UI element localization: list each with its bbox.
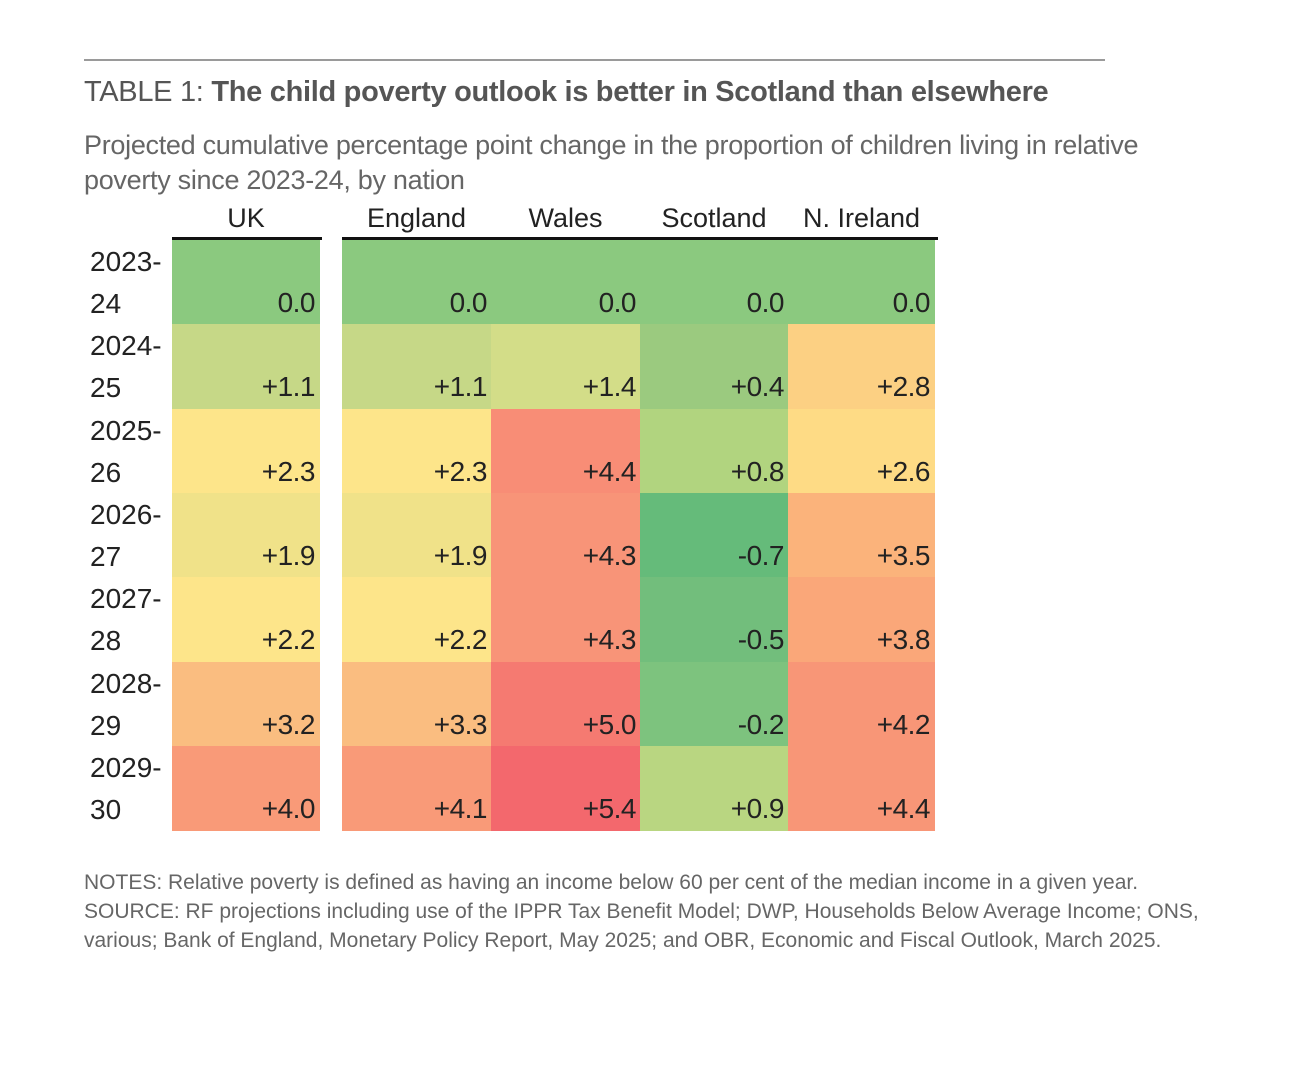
row-label-top: 2024-	[90, 330, 162, 362]
row-label-bottom: 27	[90, 540, 122, 572]
heatmap-cell: +2.2	[342, 577, 492, 663]
source-text: SOURCE: RF projections including use of …	[84, 900, 1199, 952]
row-label-bottom: 25	[90, 372, 122, 404]
heatmap-cell: +5.0	[491, 661, 641, 747]
table-subtitle: Projected cumulative percentage point ch…	[84, 130, 1139, 195]
heatmap-cell: +1.1	[342, 324, 492, 410]
heatmap-cell: 0.0	[491, 240, 641, 325]
heatmap-cell: +0.4	[640, 324, 789, 410]
heatmap-cell: +3.3	[342, 661, 492, 747]
column-header-scotland: Scotland	[661, 203, 767, 233]
heatmap-cell: +2.3	[342, 408, 492, 494]
column-header-england: England	[366, 203, 467, 233]
header-rule-uk	[172, 237, 322, 240]
heatmap-cell: +4.3	[491, 492, 641, 578]
column-header-wales: Wales	[528, 203, 603, 233]
heatmap-cell: +3.5	[788, 492, 935, 578]
heatmap-cell: +2.6	[788, 408, 935, 494]
heatmap-cell: -0.2	[640, 661, 789, 747]
heatmap-cell: -0.7	[640, 492, 789, 578]
heatmap-cell: +3.2	[172, 661, 320, 747]
heatmap-cell: +3.8	[788, 577, 935, 663]
heatmap-cell: +1.9	[172, 492, 320, 578]
heatmap-cell: 0.0	[342, 240, 492, 325]
heatmap-cell: 0.0	[640, 240, 789, 325]
row-label-top: 2026-	[90, 498, 162, 530]
heatmap-cell: +4.3	[491, 577, 641, 663]
heatmap-cell: -0.5	[640, 577, 789, 663]
heatmap-cell: +4.2	[788, 661, 935, 747]
row-label-top: 2029-	[90, 751, 162, 783]
table-title-text: The child poverty outlook is better in S…	[211, 76, 1049, 108]
heatmap-cell: +1.1	[172, 324, 320, 410]
row-label-bottom: 24	[90, 288, 122, 319]
table-label: TABLE 1:	[84, 76, 212, 108]
table-title: TABLE 1: The child poverty outlook is be…	[84, 76, 1049, 109]
heatmap-cell: +4.4	[491, 408, 641, 494]
heatmap-cell: +4.0	[172, 745, 320, 831]
row-label-top: 2028-	[90, 667, 162, 699]
heatmap-cell: 0.0	[788, 240, 935, 325]
header-rule-nations	[342, 237, 938, 240]
heatmap-cell: +5.4	[491, 745, 641, 831]
notes-section: NOTES: Relative poverty is defined as ha…	[84, 868, 1214, 955]
heatmap-cell: +4.4	[788, 745, 935, 831]
heatmap-cell: +2.8	[788, 324, 935, 410]
top-divider	[84, 59, 1105, 61]
heatmap-cell: +1.9	[342, 492, 492, 578]
column-header-uk: UK	[227, 203, 265, 233]
row-label-top: 2023-	[90, 246, 162, 277]
heatmap-cell: +2.3	[172, 408, 320, 494]
row-label-top: 2025-	[90, 414, 162, 446]
row-label-top: 2027-	[90, 583, 162, 615]
row-label-bottom: 26	[90, 456, 122, 488]
column-header-n-ireland: N. Ireland	[802, 203, 921, 233]
row-label-bottom: 28	[90, 625, 122, 657]
heatmap-cell: +0.9	[640, 745, 789, 831]
notes-text: NOTES: Relative poverty is defined as ha…	[84, 871, 1139, 894]
heatmap-cell: +4.1	[342, 745, 492, 831]
heatmap-cell: +0.8	[640, 408, 789, 494]
heatmap-cell: 0.0	[172, 240, 320, 325]
heatmap-cell: +2.2	[172, 577, 320, 663]
row-label-bottom: 30	[90, 793, 122, 825]
heatmap-cell: +1.4	[491, 324, 641, 410]
row-label-bottom: 29	[90, 709, 122, 741]
